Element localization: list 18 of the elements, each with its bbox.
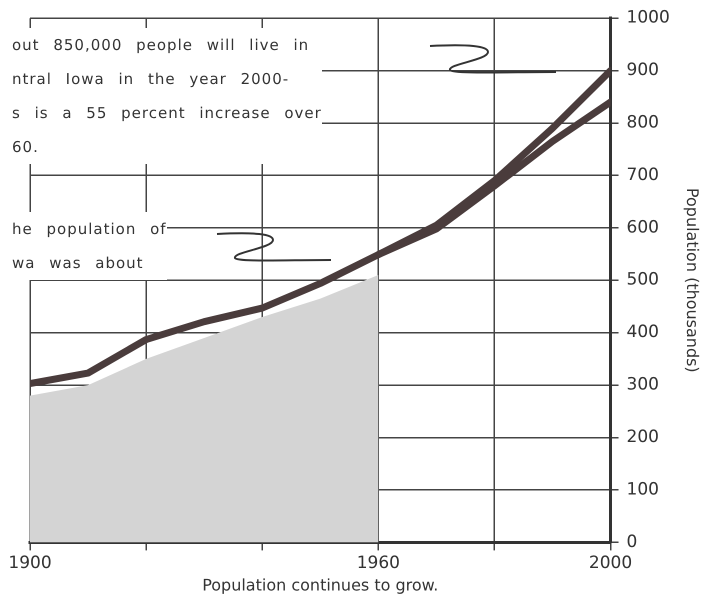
annotation: out 850,000 people will live in ntral Iowa in the year 2000- s is a 55 percent increase over 60.: [12, 28, 322, 164]
y-tick-label: 200: [626, 426, 659, 447]
x-tick-label: 1900: [8, 553, 52, 574]
x-axis-title: Population continues to grow.: [202, 576, 438, 595]
y-tick-label: 900: [626, 60, 659, 80]
y-axis-title: Population (thousands): [683, 188, 702, 373]
y-tick-label: 700: [626, 164, 659, 185]
x-tick-label: 2000: [588, 553, 632, 574]
y-tick-label: 400: [626, 322, 659, 342]
annotation: he population of wa was about: [12, 212, 167, 280]
y-tick-label: 600: [626, 217, 659, 238]
y-tick-label: 800: [626, 112, 659, 132]
y-tick-label: 500: [626, 270, 659, 290]
x-tick-label: 1960: [356, 553, 400, 574]
y-tick-label: 300: [626, 374, 659, 395]
y-tick-label: 0: [626, 532, 638, 552]
y-tick-label: 100: [626, 479, 659, 500]
y-tick-label: 1000: [626, 8, 670, 28]
